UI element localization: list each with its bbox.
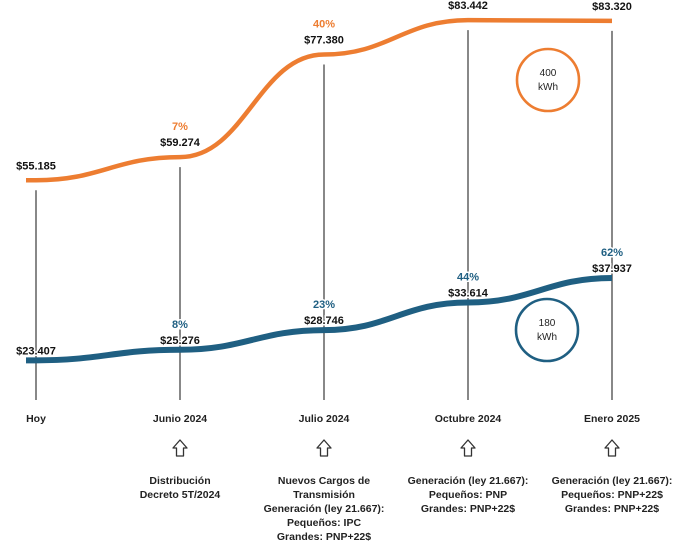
category-note-line: Nuevos Cargos de — [278, 475, 370, 487]
value-label: $83.320 — [592, 1, 632, 13]
x-tick-label: Junio 2024 — [153, 413, 207, 425]
category-note-line: Grandes: PNP+22$ — [421, 503, 515, 515]
up-arrow-icon — [460, 439, 476, 457]
category-note-line: Generación (ley 21.667): — [552, 475, 673, 487]
x-tick-label: Hoy — [26, 413, 46, 425]
percent-label: 62% — [601, 247, 623, 259]
series-lines — [25, 17, 613, 364]
value-label: $23.407 — [16, 345, 56, 357]
value-label: $59.274 — [160, 137, 201, 149]
category-note-line: Transmisión — [293, 489, 355, 501]
value-label: $77.380 — [304, 34, 344, 46]
category-note-line: Grandes: PNP+22$ — [565, 503, 659, 515]
category-lines — [35, 30, 613, 400]
category-note-line: Pequeños: PNP+22$ — [561, 489, 663, 501]
category-note-line: Generación (ley 21.667): — [408, 475, 529, 487]
legend-circle-value: 180 — [539, 318, 556, 329]
up-arrow-icon — [172, 439, 188, 457]
x-axis-labels: Hoy Junio 2024 Julio 2024 Octubre 2024 Enero… — [26, 413, 640, 425]
category-note-line: Generación (ley 21.667): — [264, 503, 385, 515]
percent-label: 23% — [313, 299, 335, 311]
legend-circle-unit: kWh — [537, 332, 557, 343]
value-label: $25.276 — [160, 335, 200, 347]
category-note-line: Pequeños: PNP — [429, 489, 507, 501]
legend-circles: 400 kWh 180 kWh — [514, 47, 581, 363]
up-arrow-icon — [604, 439, 620, 457]
x-tick-label: Enero 2025 — [584, 413, 640, 425]
percent-label: 40% — [313, 18, 335, 30]
legend-circle-value: 400 — [540, 68, 557, 79]
value-label: $28.746 — [304, 315, 344, 327]
legend-circle-1 — [514, 297, 580, 363]
percent-label: 44% — [457, 272, 479, 284]
category-note-line: Distribución — [149, 475, 210, 487]
x-tick-label: Julio 2024 — [299, 413, 350, 425]
data-labels: $55.185$59.2747%$77.38040%$83.44251%$83.… — [15, 0, 634, 359]
percent-label: 8% — [172, 319, 188, 331]
x-tick-label: Octubre 2024 — [435, 413, 502, 425]
category-note-line: Grandes: PNP+22$ — [277, 531, 371, 543]
up-arrow-icon — [316, 439, 332, 457]
value-label: $33.614 — [448, 288, 489, 300]
series-line-0 — [25, 17, 613, 183]
category-notes: Distribución Decreto 5T/2024 Nuevos Cargos… — [140, 475, 673, 543]
percent-label: 7% — [172, 121, 188, 133]
value-label: $83.442 — [448, 0, 488, 12]
value-label: $37.937 — [592, 263, 632, 275]
category-note-line: Pequeños: IPC — [287, 517, 362, 529]
legend-circle-unit: kWh — [538, 82, 558, 93]
arrow-icons — [172, 439, 620, 457]
value-label: $55.185 — [16, 160, 56, 172]
category-note-line: Decreto 5T/2024 — [140, 489, 221, 501]
series-line-1 — [26, 275, 613, 364]
legend-circle-0 — [515, 47, 581, 113]
